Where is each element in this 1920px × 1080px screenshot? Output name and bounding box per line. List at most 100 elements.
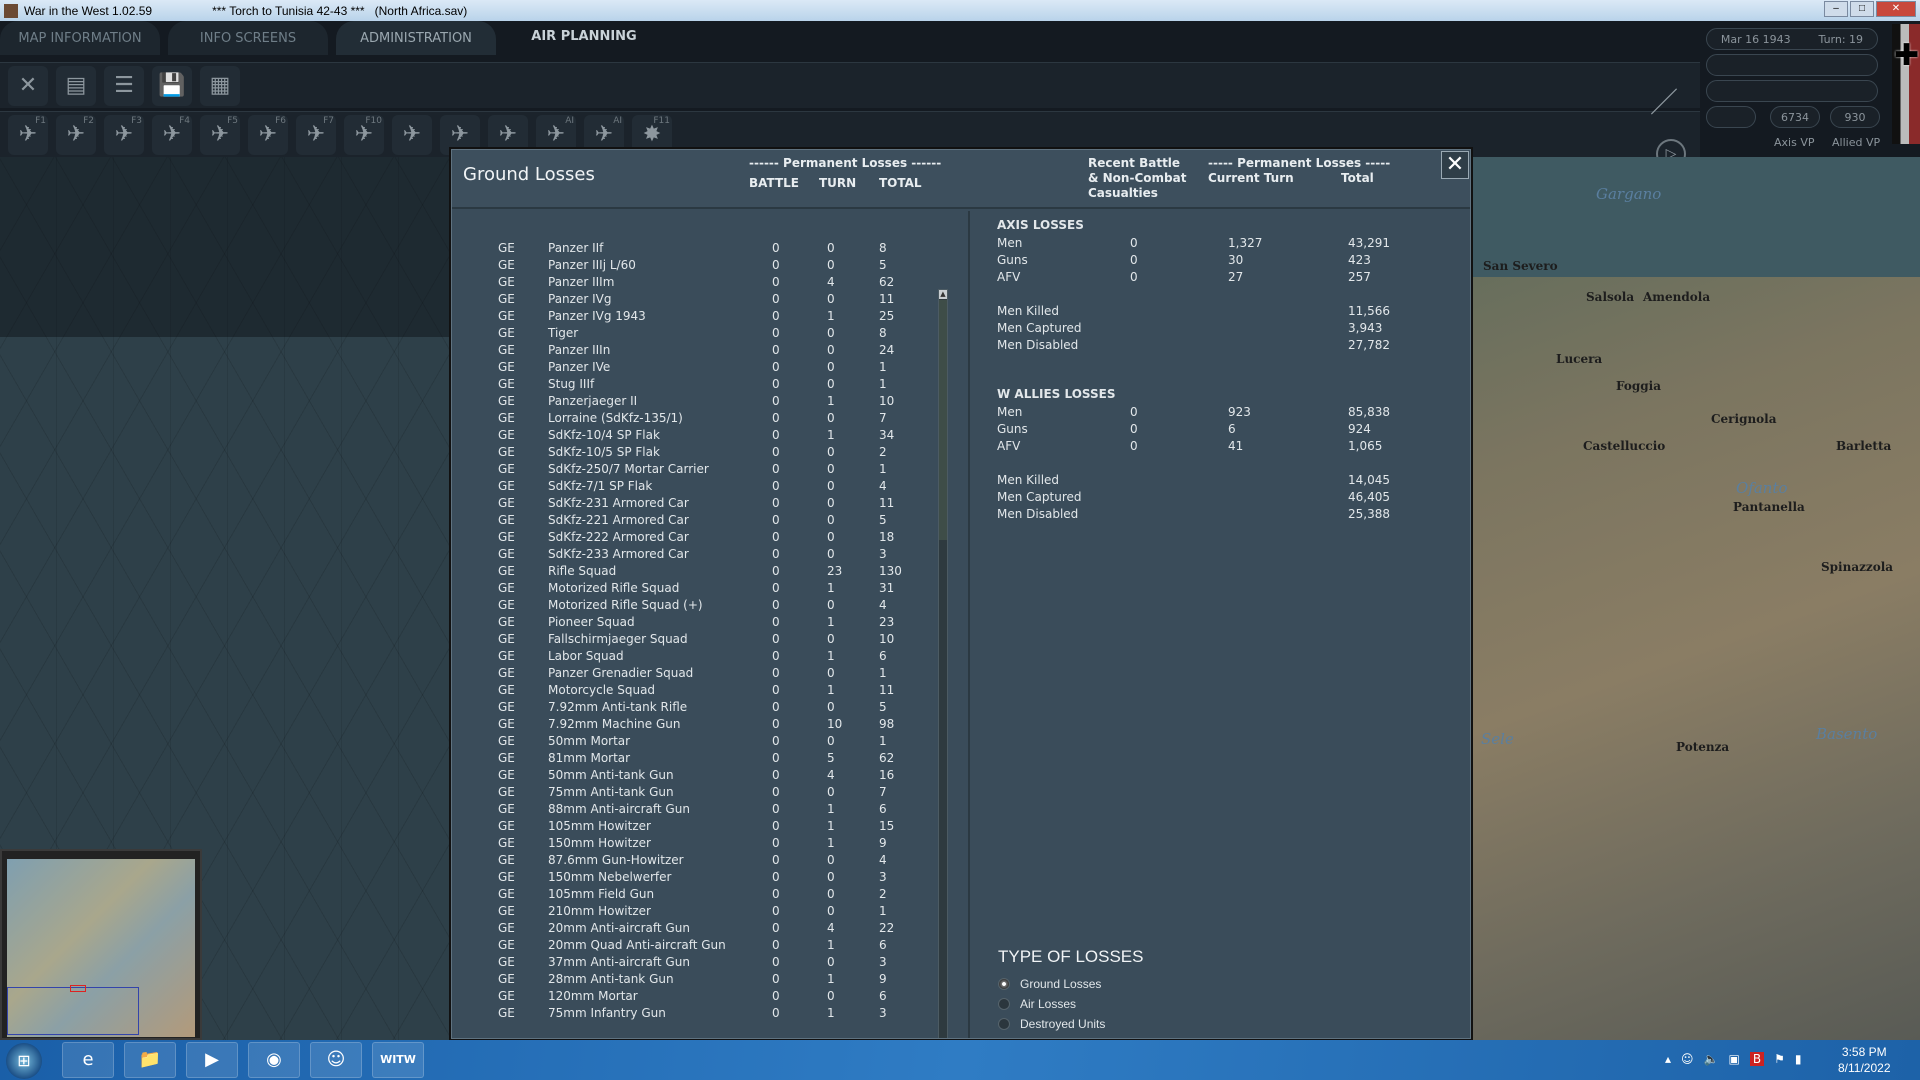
table-row[interactable]: GE 75mm Anti-tank Gun 0 0 7 <box>452 785 952 802</box>
explosion-button[interactable]: ✸ F11 <box>632 114 672 155</box>
air-superiority-button[interactable]: ✈ F6 <box>248 114 288 155</box>
pencil-icon[interactable]: ／ <box>1650 86 1679 119</box>
scroll-up-icon[interactable]: ▲ <box>939 290 947 299</box>
tray-expand-icon[interactable]: ▴ <box>1665 1052 1672 1066</box>
ie-taskbar-button[interactable]: e <box>62 1042 114 1078</box>
ai-transfer-button[interactable]: ✈ AI <box>536 114 576 155</box>
table-row[interactable]: GE 150mm Howitzer 0 1 9 <box>452 836 952 853</box>
table-row[interactable]: GE Labor Squad 0 1 6 <box>452 649 952 666</box>
radio-ground-losses[interactable]: Ground Losses <box>998 977 1101 991</box>
scroll-thumb[interactable] <box>939 300 947 540</box>
table-row[interactable]: GE 88mm Anti-aircraft Gun 0 1 6 <box>452 802 952 819</box>
table-row[interactable]: GE 7.92mm Machine Gun 0 10 98 <box>452 717 952 734</box>
naval-strike-button[interactable]: ✈ F7 <box>296 114 336 155</box>
ai-air-button[interactable]: ✈ AI <box>584 114 624 155</box>
witw-taskbar-button[interactable]: WITW <box>372 1042 424 1078</box>
table-row[interactable]: GE Panzer IIf 0 0 8 <box>452 241 952 258</box>
tab-air-planning[interactable]: AIR PLANNING <box>531 29 637 44</box>
air-list-button[interactable]: ✈ <box>440 114 480 155</box>
table-row[interactable]: GE 50mm Mortar 0 0 1 <box>452 734 952 751</box>
multi-air-button[interactable]: ✈ <box>488 114 528 155</box>
table-row[interactable]: GE Pioneer Squad 0 1 23 <box>452 615 952 632</box>
table-row[interactable]: GE SdKfz-222 Armored Car 0 0 18 <box>452 530 952 547</box>
table-row[interactable]: GE SdKfz-231 Armored Car 0 0 11 <box>452 496 952 513</box>
radio-selected-icon[interactable] <box>998 978 1010 990</box>
table-row[interactable]: GE SdKfz-10/5 SP Flak 0 0 2 <box>452 445 952 462</box>
map-grid-button[interactable]: ▦ <box>200 65 240 106</box>
list-button[interactable]: ☰ <box>104 65 144 106</box>
signal-icon[interactable]: ▮ <box>1794 1052 1802 1066</box>
radio-air-losses[interactable]: Air Losses <box>998 997 1076 1011</box>
table-row[interactable]: GE SdKfz-221 Armored Car 0 0 5 <box>452 513 952 530</box>
table-row[interactable]: GE Panzer Grenadier Squad 0 0 1 <box>452 666 952 683</box>
discord-tray-icon[interactable]: ☺ <box>1681 1052 1694 1066</box>
tab-administration[interactable]: ADMINISTRATION <box>336 21 496 55</box>
map-terrain[interactable]: Gargano San Severo Salsola Amendola Luce… <box>1471 157 1920 1040</box>
table-row[interactable]: GE 7.92mm Anti-tank Rifle 0 0 5 <box>452 700 952 717</box>
action-center-flag-icon[interactable]: ⚑ <box>1774 1052 1785 1066</box>
bomb-city-button[interactable]: ✈ F4 <box>152 114 192 155</box>
table-row[interactable]: GE Panzer IVg 1943 0 1 25 <box>452 309 952 326</box>
maximize-button[interactable]: □ <box>1850 1 1874 17</box>
list-scrollbar[interactable]: ▲ ▼ <box>938 289 948 1038</box>
table-row[interactable]: GE Panzer IIIj L/60 0 0 5 <box>452 258 952 275</box>
table-row[interactable]: GE 150mm Nebelwerfer 0 0 3 <box>452 870 952 887</box>
radio-icon[interactable] <box>998 1018 1010 1030</box>
chrome-taskbar-button[interactable]: ◉ <box>248 1042 300 1078</box>
table-row[interactable]: GE SdKfz-250/7 Mortar Carrier 0 0 1 <box>452 462 952 479</box>
start-button[interactable]: ⊞ <box>6 1043 42 1079</box>
radio-destroyed-units[interactable]: Destroyed Units <box>998 1017 1105 1031</box>
clock[interactable]: 3:58 PM 8/11/2022 <box>1838 1044 1891 1076</box>
explorer-taskbar-button[interactable]: 📁 <box>124 1042 176 1078</box>
table-row[interactable]: GE 20mm Anti-aircraft Gun 0 4 22 <box>452 921 952 938</box>
table-row[interactable]: GE 20mm Quad Anti-aircraft Gun 0 1 6 <box>452 938 952 955</box>
close-button[interactable]: ✕ <box>8 65 48 106</box>
b-app-icon[interactable]: B <box>1749 1052 1765 1066</box>
network-app-icon[interactable]: ▣ <box>1728 1052 1740 1066</box>
air-mode-button[interactable]: ✈ F1 <box>8 114 48 155</box>
table-row[interactable]: GE Motorcycle Squad 0 1 11 <box>452 683 952 700</box>
table-row[interactable]: GE 28mm Anti-tank Gun 0 1 9 <box>452 972 952 989</box>
table-row[interactable]: GE 105mm Howitzer 0 1 15 <box>452 819 952 836</box>
recon-button[interactable]: ✈ F5 <box>200 114 240 155</box>
table-row[interactable]: GE Panzer IVg 0 0 11 <box>452 292 952 309</box>
table-row[interactable]: GE Rifle Squad 0 23 130 <box>452 564 952 581</box>
ground-support-button[interactable]: ✈ F2 <box>56 114 96 155</box>
media-player-taskbar-button[interactable]: ▶ <box>186 1042 238 1078</box>
table-row[interactable]: GE 81mm Mortar 0 5 62 <box>452 751 952 768</box>
table-row[interactable]: GE Lorraine (SdKfz-135/1) 0 0 7 <box>452 411 952 428</box>
volume-icon[interactable]: 🔈 <box>1703 1052 1719 1066</box>
bomb-airfield-button[interactable]: ✈ F3 <box>104 114 144 155</box>
discord-taskbar-button[interactable]: ☺ <box>310 1042 362 1078</box>
radio-icon[interactable] <box>998 998 1010 1010</box>
table-row[interactable]: GE SdKfz-7/1 SP Flak 0 0 4 <box>452 479 952 496</box>
table-row[interactable]: GE 210mm Howitzer 0 0 1 <box>452 904 952 921</box>
transfer-button[interactable]: ✈ F10 <box>344 114 384 155</box>
table-row[interactable]: GE 50mm Anti-tank Gun 0 4 16 <box>452 768 952 785</box>
table-row[interactable]: GE 87.6mm Gun-Howitzer 0 0 4 <box>452 853 952 870</box>
tab-map-information[interactable]: MAP INFORMATION <box>0 21 160 55</box>
table-row[interactable]: GE Motorized Rifle Squad 0 1 31 <box>452 581 952 598</box>
table-row[interactable]: GE Panzer IIIm 0 4 62 <box>452 275 952 292</box>
minimap-image[interactable] <box>7 859 195 1037</box>
table-row[interactable]: GE Stug IIIf 0 0 1 <box>452 377 952 394</box>
table-row[interactable]: GE Tiger 0 0 8 <box>452 326 952 343</box>
minimap[interactable] <box>0 849 202 1040</box>
window-close-button[interactable]: ✕ <box>1876 1 1916 17</box>
table-row[interactable]: GE Panzer IIIn 0 0 24 <box>452 343 952 360</box>
table-row[interactable]: GE Panzer IVe 0 0 1 <box>452 360 952 377</box>
table-row[interactable]: GE SdKfz-233 Armored Car 0 0 3 <box>452 547 952 564</box>
table-row[interactable]: GE Panzerjaeger II 0 1 10 <box>452 394 952 411</box>
close-dialog-button[interactable]: ✕ <box>1441 151 1469 179</box>
table-row[interactable]: GE 75mm Infantry Gun 0 1 3 <box>452 1006 952 1023</box>
table-row[interactable]: GE 105mm Field Gun 0 0 2 <box>452 887 952 904</box>
tab-info-screens[interactable]: INFO SCREENS <box>168 21 328 55</box>
table-row[interactable]: GE 120mm Mortar 0 0 6 <box>452 989 952 1006</box>
table-row[interactable]: GE 37mm Anti-aircraft Gun 0 0 3 <box>452 955 952 972</box>
table-row[interactable]: GE SdKfz-10/4 SP Flak 0 1 34 <box>452 428 952 445</box>
minimap-viewport[interactable] <box>70 985 86 992</box>
minimize-button[interactable]: – <box>1824 1 1848 17</box>
interdiction-button[interactable]: ✈ <box>392 114 432 155</box>
table-row[interactable]: GE Fallschirmjaeger Squad 0 0 10 <box>452 632 952 649</box>
save-button[interactable]: 💾 <box>152 65 192 106</box>
